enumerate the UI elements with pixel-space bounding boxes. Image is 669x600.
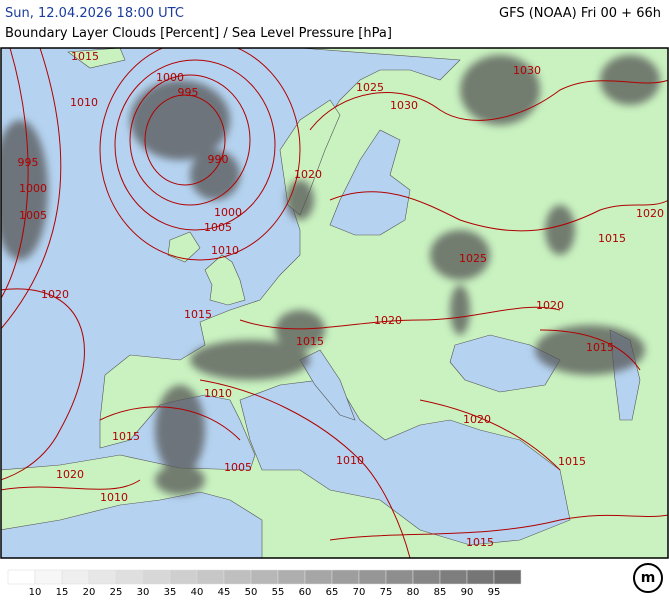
colorbar-swatch [277, 569, 306, 585]
isobar-label: 1015 [558, 455, 586, 468]
cloud-cover [1, 55, 660, 495]
colorbar-swatch [7, 569, 36, 585]
isobar-label: 1020 [56, 468, 84, 481]
isobar-label: 1030 [513, 64, 541, 77]
colorbar-label: 30 [137, 587, 150, 598]
colorbar-label: 70 [353, 587, 366, 598]
land [1, 48, 668, 558]
colorbar-swatch [115, 569, 144, 585]
isobar-label: 1020 [294, 168, 322, 181]
colorbar-label: 90 [461, 587, 474, 598]
map-subtitle: Boundary Layer Clouds [Percent] / Sea Le… [5, 26, 392, 41]
colorbar-swatch [493, 569, 522, 585]
isobar-label: 1020 [374, 314, 402, 327]
logo [633, 563, 663, 593]
model-info: GFS (NOAA) Fri 00 + 66h [499, 6, 661, 21]
colorbar-label: 40 [191, 587, 204, 598]
isobar-label: 1000 [214, 206, 242, 219]
colorbar-swatch [196, 569, 225, 585]
colorbar-label: 80 [407, 587, 420, 598]
colorbar-label: 45 [218, 587, 231, 598]
isobar-label: 1025 [459, 252, 487, 265]
isobar-label: 1000 [19, 182, 47, 195]
colorbar-swatch [250, 569, 279, 585]
isobar-label: 995 [178, 86, 199, 99]
isobar-label: 1010 [100, 491, 128, 504]
logo-mark: m [641, 570, 656, 586]
isobar-label: 1015 [598, 232, 626, 245]
colorbar-label: 75 [380, 587, 393, 598]
colorbar-swatch [439, 569, 468, 585]
isobar-label: 990 [208, 153, 229, 166]
colorbar-swatch [412, 569, 441, 585]
colorbar-swatch [223, 569, 252, 585]
colorbar-swatch [304, 569, 333, 585]
colorbar-swatch [331, 569, 360, 585]
colorbar: 10 15 20 25 30 35 40 45 50 55 60 65 70 75 80 85 90 95 [7, 569, 522, 598]
colorbar-swatch [385, 569, 414, 585]
isobars [1, 48, 668, 558]
isobar-label: 1010 [204, 387, 232, 400]
isobar-label: 1015 [184, 308, 212, 321]
colorbar-label: 95 [488, 587, 501, 598]
isobar-label: 1010 [211, 244, 239, 257]
isobar-label: 1020 [636, 207, 664, 220]
isobar-label: 1015 [71, 50, 99, 63]
colorbar-label: 55 [272, 587, 285, 598]
colorbar-swatch [34, 569, 63, 585]
colorbar-label: 85 [434, 587, 447, 598]
isobar-label: 1015 [586, 341, 614, 354]
isobar-label: 1015 [466, 536, 494, 549]
isobar-label: 1020 [463, 413, 491, 426]
colorbar-label: 65 [326, 587, 339, 598]
colorbar-label: 35 [164, 587, 177, 598]
colorbar-swatch [169, 569, 198, 585]
isobar-label: 1030 [390, 99, 418, 112]
map-frame [0, 47, 669, 559]
isobar-label: 995 [18, 156, 39, 169]
inland-seas [239, 129, 641, 546]
isobar-label: 1005 [19, 209, 47, 222]
isobar-label: 1015 [112, 430, 140, 443]
isobar-labels: 1015 1010 1000 995 990 995 1000 1005 1000 1005 101… [18, 50, 665, 549]
isobar-label: 1000 [156, 71, 184, 84]
colorbar-label: 10 [29, 587, 42, 598]
colorbar-label: 20 [83, 587, 96, 598]
isobar-label: 1020 [536, 299, 564, 312]
isobar-label: 1010 [70, 96, 98, 109]
colorbar-label: 60 [299, 587, 312, 598]
isobar-label: 1005 [204, 221, 232, 234]
map-area: 1015 1010 1000 995 990 995 1000 1005 1000 1005 101… [1, 48, 668, 558]
isobar-label: 1005 [224, 461, 252, 474]
colorbar-label: 25 [110, 587, 123, 598]
colorbar-label: 15 [56, 587, 69, 598]
colorbar-swatch [358, 569, 387, 585]
isobar-label: 1010 [336, 454, 364, 467]
colorbar-swatch [466, 569, 495, 585]
isobar-label: 1020 [41, 288, 69, 301]
isobar-label: 1015 [296, 335, 324, 348]
colorbar-swatch [61, 569, 90, 585]
colorbar-label: 50 [245, 587, 258, 598]
isobar-label: 1025 [356, 81, 384, 94]
run-time: Sun, 12.04.2026 18:00 UTC [5, 6, 184, 21]
colorbar-swatch [88, 569, 117, 585]
colorbar-swatch [142, 569, 171, 585]
